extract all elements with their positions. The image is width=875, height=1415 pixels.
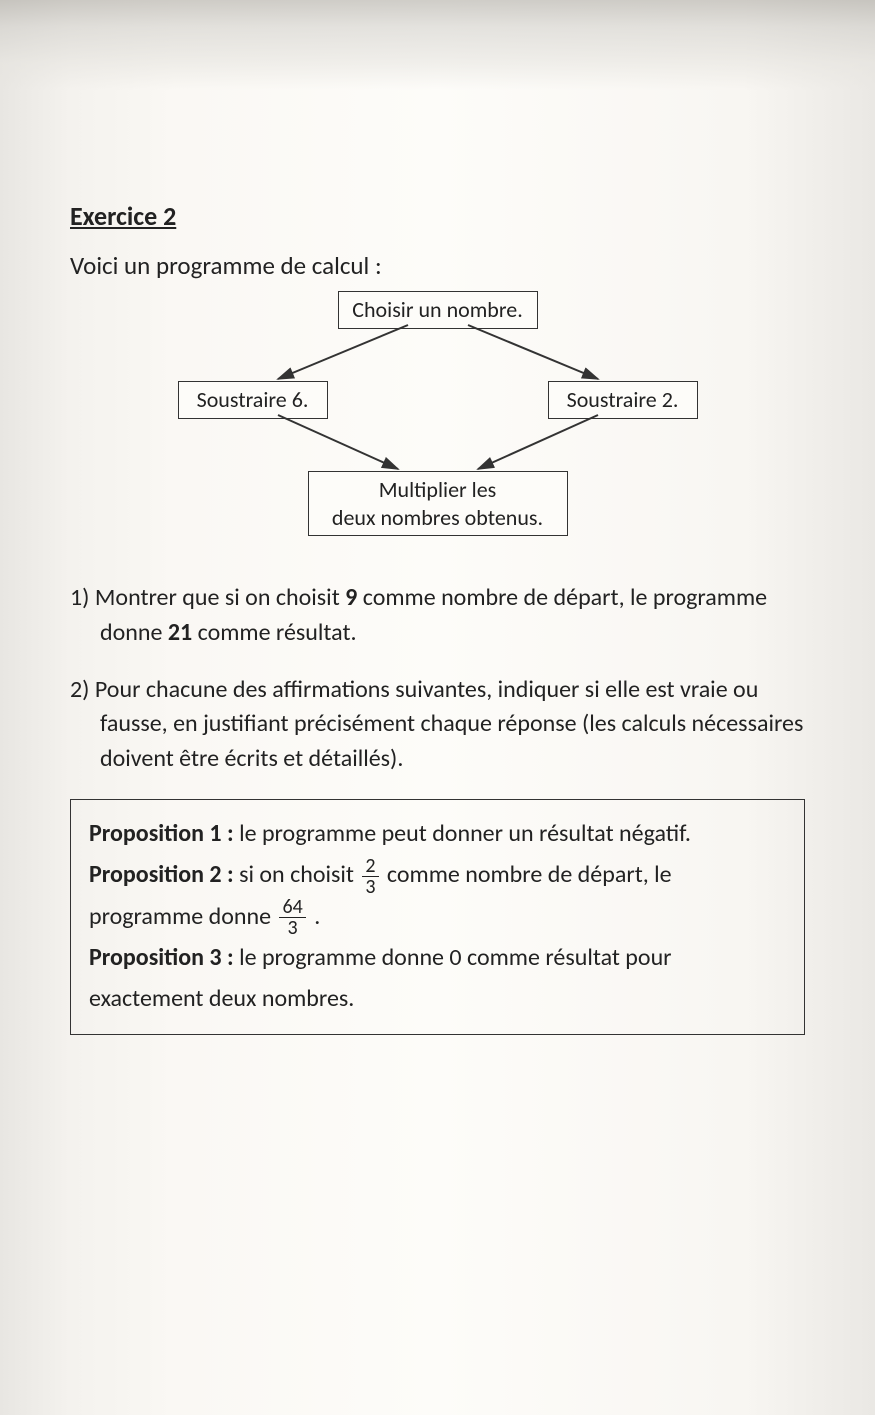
proposition-3: Proposition 3 : le programme donne 0 com… [89,938,786,1020]
q1-bold-9: 9 [345,583,357,612]
q1-text-a: Montrer que si on choisit [95,583,345,612]
intro-line: Voici un programme de calcul : [70,250,805,281]
proposition-2: Proposition 2 : si on choisit 23 comme n… [89,855,786,939]
prop2-frac-1: 23 [362,856,378,897]
prop1-label: Proposition 1 : [89,819,234,848]
q1-text-c: comme résultat. [192,618,356,647]
prop2-frac2-num: 64 [279,897,305,918]
q2-text: Pour chacune des affirmations suivantes,… [95,675,803,774]
proposition-1: Proposition 1 : le programme peut donner… [89,814,786,855]
prop3-label: Proposition 3 : [89,943,234,972]
q1-bold-21: 21 [168,618,192,647]
flow-box-right: Soustraire 2. [548,381,698,419]
prop1-text: le programme peut donner un résultat nég… [234,819,691,848]
flowchart: Choisir un nombre. Soustraire 6. Soustra… [158,291,718,551]
question-1: 1) Montrer que si on choisit 9 comme nom… [100,581,805,651]
prop2-text-a: si on choisit [234,860,360,889]
prop2-frac1-den: 3 [362,877,378,897]
flow-box-top: Choisir un nombre. [338,291,538,329]
prop2-frac1-num: 2 [362,856,378,877]
prop2-text-c: . [309,902,320,931]
flow-box-left: Soustraire 6. [178,381,328,419]
prop2-frac-2: 643 [279,897,305,938]
q2-num: 2) [70,675,89,704]
prop2-frac2-den: 3 [279,918,305,938]
propositions-box: Proposition 1 : le programme peut donner… [70,799,805,1035]
q1-num: 1) [70,583,89,612]
prop2-label: Proposition 2 : [89,860,234,889]
paper-top-shadow [0,0,875,90]
flow-box-bottom: Multiplier les deux nombres obtenus. [308,471,568,536]
exercise-content: Exercice 2 Voici un programme de calcul … [70,200,805,1355]
exercise-title: Exercice 2 [70,200,805,232]
question-2: 2) Pour chacune des affirmations suivant… [100,673,805,777]
